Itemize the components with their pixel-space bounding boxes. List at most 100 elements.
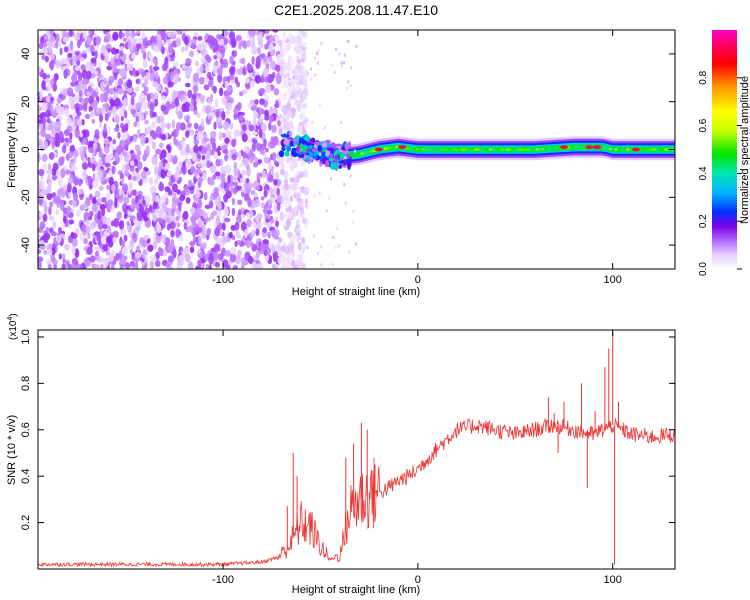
heatmap-cell xyxy=(319,263,322,267)
heatmap-cell xyxy=(288,183,294,191)
heatmap-cell xyxy=(230,225,236,231)
heatmap-cell xyxy=(241,57,246,65)
heatmap-cell xyxy=(106,225,112,234)
heatmap-cell xyxy=(236,230,240,239)
heatmap-cell xyxy=(179,148,186,156)
heatmap-cell xyxy=(175,228,180,239)
heatmap-cell xyxy=(302,169,309,178)
heatmap-cell xyxy=(338,165,342,169)
heatmap-cell xyxy=(161,63,168,72)
heatmap-cell xyxy=(318,191,321,195)
heatmap-cell xyxy=(170,229,175,238)
heatmap-cell xyxy=(250,241,254,248)
heatmap-cell xyxy=(90,221,97,229)
heatmap-cell xyxy=(316,251,319,255)
heatmap-cell xyxy=(136,150,142,157)
heatmap-cell xyxy=(224,154,228,162)
heatmap-cell xyxy=(46,117,51,124)
heatmap-cell xyxy=(311,148,318,153)
heatmap-cell xyxy=(197,162,202,168)
heatmap-cell xyxy=(318,104,321,108)
heatmap-cell xyxy=(298,151,303,155)
heatmap-cell xyxy=(265,34,271,41)
heatmap-cell xyxy=(212,210,217,217)
heatmap-cell xyxy=(62,37,68,43)
heatmap-cell xyxy=(140,134,146,144)
heatmap-cell xyxy=(42,163,48,172)
heatmap-cell xyxy=(39,71,44,76)
heatmap-cell xyxy=(282,188,288,197)
heatmap-cell xyxy=(110,57,114,65)
heatmap-cell xyxy=(55,209,59,216)
heatmap-cell xyxy=(118,220,125,230)
heatmap-cell xyxy=(279,168,285,176)
heatmap-cell xyxy=(272,253,277,263)
heatmap-cell xyxy=(137,37,143,44)
heatmap-cell xyxy=(47,174,51,182)
heatmap-cell xyxy=(154,165,159,176)
heatmap-cell xyxy=(217,201,222,210)
heatmap-cell xyxy=(234,240,238,248)
heatmap-cell xyxy=(340,120,343,124)
heatmap-cell xyxy=(75,209,81,217)
heatmap-cell xyxy=(79,57,85,62)
heatmap-cell xyxy=(302,78,307,86)
heatmap-cell xyxy=(149,130,155,138)
heatmap-cell xyxy=(254,99,259,105)
heatmap-cell xyxy=(179,122,186,131)
heatmap-cell xyxy=(218,131,223,141)
heatmap-cell xyxy=(165,216,170,224)
heatmap-cell xyxy=(349,84,352,88)
heatmap-cell xyxy=(296,197,303,203)
heatmap-cell xyxy=(265,84,272,93)
heatmap-cell xyxy=(276,202,281,212)
heatmap-cell xyxy=(241,257,246,266)
heatmap-cell xyxy=(268,115,274,123)
heatmap-cell xyxy=(116,211,122,220)
heatmap-cell xyxy=(278,128,283,136)
heatmap-cell xyxy=(103,145,110,154)
heatmap-cell xyxy=(129,204,136,210)
heatmap-cell xyxy=(217,253,224,261)
heatmap-cell xyxy=(185,143,190,154)
heatmap-cell xyxy=(46,193,53,201)
heatmap-cell xyxy=(91,51,96,56)
heatmap-cell xyxy=(298,171,304,179)
heatmap-cell xyxy=(38,104,42,110)
heatmap-cell xyxy=(51,192,57,198)
heatmap-cell xyxy=(183,222,188,230)
heatmap-cell xyxy=(38,42,44,50)
heatmap-cell xyxy=(296,145,300,153)
heatmap-hotspot xyxy=(632,147,640,152)
spectrogram-x-tick-label: -100 xyxy=(212,274,234,286)
heatmap-cell xyxy=(49,201,54,208)
heatmap-cell xyxy=(268,55,273,63)
heatmap-cell xyxy=(67,52,73,58)
heatmap-cell xyxy=(136,214,143,222)
heatmap-cell xyxy=(61,233,65,239)
heatmap-cell xyxy=(74,66,81,72)
heatmap-cell xyxy=(143,234,150,240)
heatmap-cell xyxy=(223,207,229,216)
colorbar-tick-label: 0.4 xyxy=(698,166,709,180)
heatmap-cell xyxy=(121,240,126,247)
heatmap-cell xyxy=(101,207,106,217)
heatmap-cell xyxy=(194,122,198,130)
heatmap-cell xyxy=(173,192,177,202)
heatmap-cell xyxy=(336,227,339,230)
heatmap-cell xyxy=(53,259,59,265)
heatmap-cell xyxy=(285,245,292,256)
heatmap-cell xyxy=(46,169,53,176)
snr-y-tick-label: 0.2 xyxy=(20,515,32,530)
heatmap-cell xyxy=(196,177,204,184)
heatmap-cell xyxy=(74,51,80,56)
heatmap-cell xyxy=(275,220,279,228)
heatmap-cell xyxy=(77,178,82,187)
heatmap-cell xyxy=(117,88,124,95)
snr-multiplier-close: ) xyxy=(8,313,19,316)
heatmap-cell xyxy=(259,143,266,151)
heatmap-cell xyxy=(104,257,109,267)
heatmap-cell xyxy=(119,263,124,269)
heatmap-cell xyxy=(145,71,150,81)
heatmap-cell xyxy=(70,232,75,238)
